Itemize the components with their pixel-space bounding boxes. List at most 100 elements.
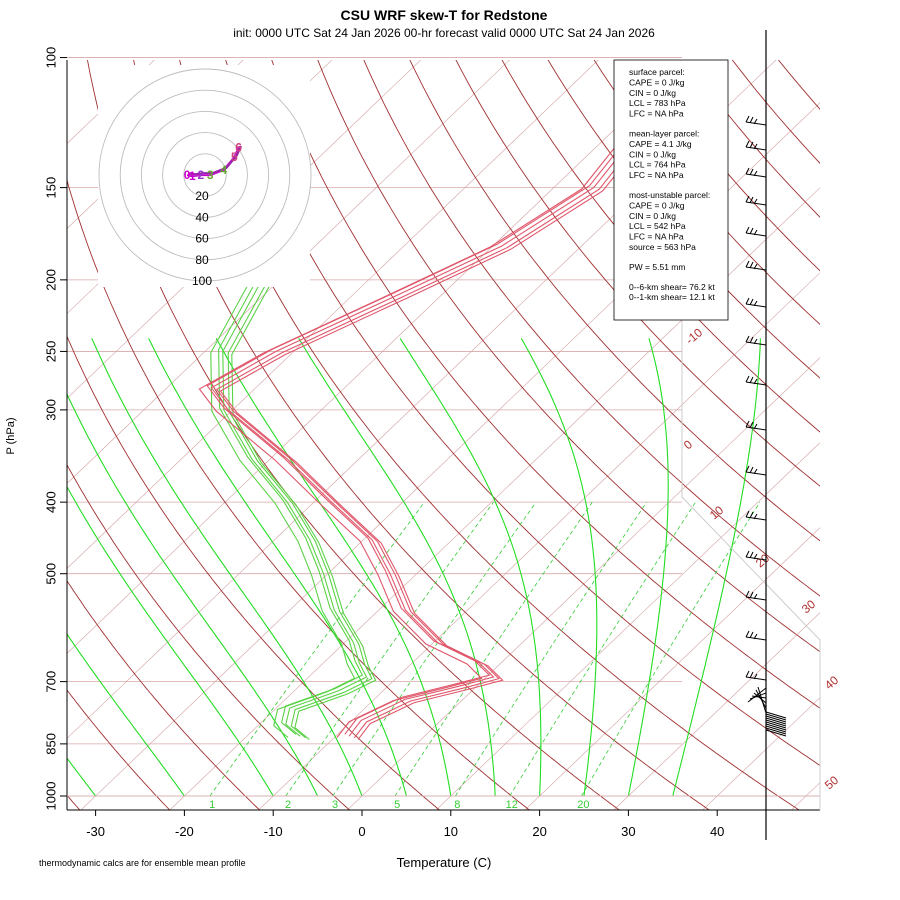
mixing-ratio-lines: [209, 501, 761, 797]
dry-adiabat: [455, 60, 820, 487]
mixing-ratio-line: [332, 501, 537, 797]
mixing-ratio-label: 2: [285, 799, 291, 811]
x-tick-label: -30: [86, 824, 105, 839]
y-tick-label: 1000: [43, 782, 58, 811]
legend-line: LFC = NA hPa: [629, 170, 684, 180]
y-axis-label: P (hPa): [5, 417, 17, 454]
legend-line: LCL = 783 hPa: [629, 98, 686, 108]
wind-barb: [745, 260, 767, 271]
legend-line: 0--1-km shear= 12.1 kt: [629, 292, 715, 302]
wind-barb: [745, 510, 767, 521]
wind-barb: [765, 719, 787, 727]
hodograph-ring: [183, 153, 227, 197]
dry-adiabat: [547, 60, 820, 379]
mixing-ratio-line: [454, 501, 648, 797]
hodograph-ring: [119, 89, 291, 261]
isotherm-line: [702, 697, 820, 810]
y-axis: 100 150 200 250 300 400 500 700 850 1000: [43, 47, 67, 811]
hodograph-point-label: 6: [235, 141, 242, 155]
isotherm-line: [524, 527, 820, 810]
legend-line: surface parcel:: [629, 67, 685, 77]
wind-barb: [745, 335, 767, 346]
y-tick-label: 250: [43, 341, 58, 363]
moist-adiabat: [67, 633, 185, 797]
moist-adiabat: [399, 338, 542, 797]
x-tick-label: 40: [710, 824, 724, 839]
y-tick-label: 150: [43, 177, 58, 199]
temperature-line: [198, 116, 640, 738]
hodograph-ring-label: 60: [195, 232, 209, 246]
mixing-ratio-label: 8: [454, 799, 460, 811]
wind-barb: [755, 689, 767, 709]
hodograph-point-label: 3: [207, 168, 214, 182]
moist-adiabat: [627, 338, 669, 797]
isotherm-label: 20: [753, 551, 772, 571]
y-tick-label: 700: [43, 671, 58, 693]
hodograph-trace: [189, 145, 243, 176]
legend-line: 0--6-km shear= 76.2 kt: [629, 282, 715, 292]
y-tick-label: 850: [43, 733, 58, 755]
wind-barbs: [745, 30, 787, 840]
temperature-line: [210, 115, 652, 737]
legend-line: mean-layer parcel:: [629, 129, 699, 139]
wind-barb: [745, 195, 767, 206]
dry-adiabat: [67, 335, 441, 810]
legend-line: CAPE = 0 J/kg: [629, 200, 685, 210]
wind-barb: [745, 465, 767, 476]
isotherm-label: -10: [683, 325, 706, 347]
wind-barb: [745, 297, 767, 308]
dry-adiabat: [87, 60, 621, 810]
isotherm-line: [613, 612, 820, 810]
dry-adiabat: [363, 60, 820, 597]
y-tick-label: 200: [43, 269, 58, 291]
moist-adiabat: [298, 338, 496, 797]
mixing-ratio-label: 12: [506, 799, 518, 811]
dry-adiabat: [501, 60, 820, 433]
temperature-line: [219, 118, 661, 740]
hodograph-ring-label: 80: [195, 253, 209, 267]
wind-barb: [745, 226, 767, 237]
hodograph-ring-label: 40: [195, 210, 209, 224]
dry-adiabat: [225, 60, 820, 767]
mixing-ratio-label: 3: [332, 799, 338, 811]
wind-barb: [765, 725, 787, 733]
wind-barb: [765, 727, 787, 735]
moist-adiabat-lines: [67, 338, 761, 797]
chart-subtitle: init: 0000 UTC Sat 24 Jan 2026 00-hr for…: [233, 26, 655, 40]
hodograph: 20 40 60 80 100 01 2 3 456: [98, 65, 312, 288]
isotherm-label: 0: [681, 437, 695, 452]
dry-adiabat-lines: [67, 60, 820, 810]
y-tick-label: 100: [43, 47, 58, 69]
mixing-ratio-line: [394, 501, 593, 797]
temperature-profiles: [198, 113, 661, 740]
hodograph-point-label: 2: [197, 168, 204, 182]
dry-adiabat: [67, 689, 171, 810]
hodograph-point-label: 4: [221, 163, 228, 177]
mixing-ratio-line: [209, 501, 425, 797]
isotherm-label: 50: [822, 773, 841, 793]
legend-line: source = 563 hPa: [629, 242, 696, 252]
wind-barb: [745, 630, 767, 641]
wind-barb: [765, 715, 787, 723]
legend-line: CIN = 0 J/kg: [629, 211, 676, 221]
wind-barb: [765, 711, 787, 719]
hodograph-ring-label: 100: [192, 274, 212, 288]
legend-line: CIN = 0 J/kg: [629, 149, 676, 159]
legend-line: LFC = NA hPa: [629, 232, 684, 242]
wind-barb: [745, 590, 767, 601]
isotherm-label: 30: [799, 597, 818, 617]
mixing-ratio-line: [581, 501, 761, 797]
moist-adiabat: [672, 338, 761, 797]
dry-adiabat: [67, 178, 531, 810]
dry-adiabat: [731, 60, 820, 164]
x-tick-label: -10: [264, 824, 283, 839]
y-tick-label: 300: [43, 399, 58, 421]
legend-line: most-unstable parcel:: [629, 190, 710, 200]
wind-barb: [745, 420, 767, 431]
footnote: thermodynamic calcs are for ensemble mea…: [39, 858, 246, 868]
y-tick-label: 400: [43, 491, 58, 513]
wind-barb: [765, 721, 787, 729]
